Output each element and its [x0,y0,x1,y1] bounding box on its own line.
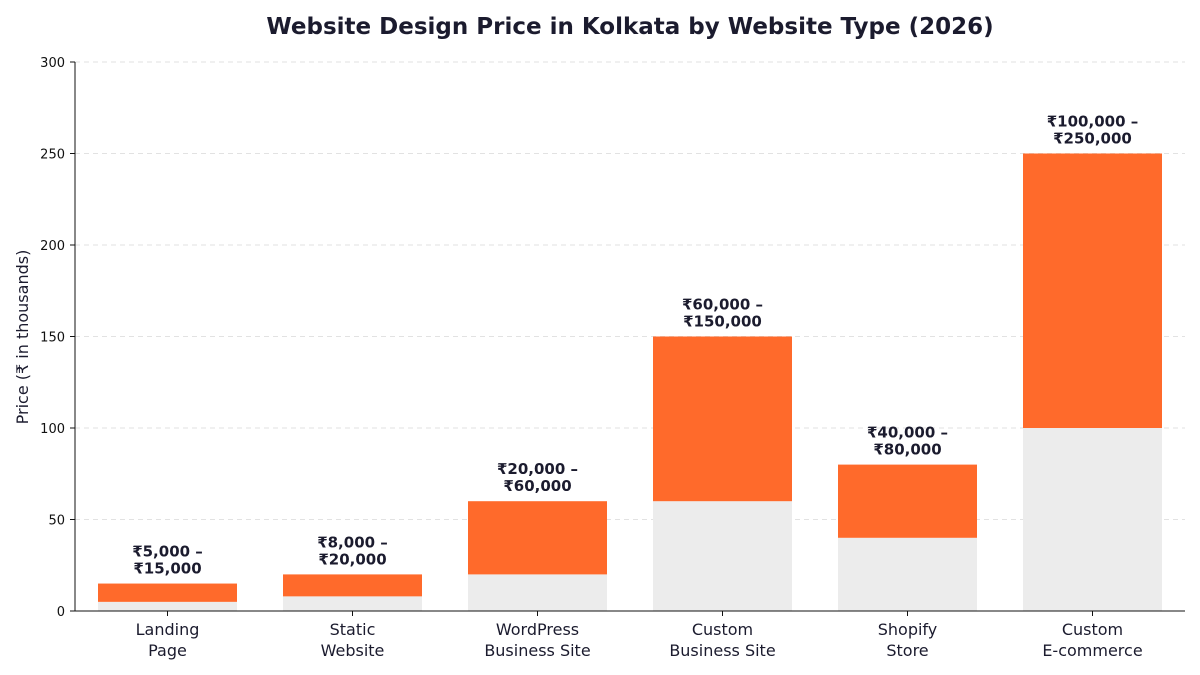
data-label: ₹60,000 – ₹150,000 [682,296,763,331]
bar-range-segment [1023,153,1162,428]
data-label-line: ₹5,000 – [132,543,203,561]
y-tick-label: 50 [48,514,65,529]
bar-base-segment [468,574,607,611]
x-tick-label: Static Website [321,620,385,660]
data-label-line: ₹60,000 [503,477,571,495]
gridlines [75,61,1185,520]
data-labels: ₹5,000 – ₹15,000₹8,000 – ₹20,000₹20,000 – ₹… [132,113,1138,578]
bar-base-segment [1023,428,1162,611]
data-label: ₹100,000 – ₹250,000 [1047,113,1138,148]
x-tick-label-line: Website [321,641,385,660]
bar-base-segment [838,537,977,611]
y-tick-label: 100 [40,422,65,437]
x-tick-label: WordPress Business Site [484,620,590,660]
y-tick-label: 250 [40,148,65,163]
data-label-line: ₹100,000 – [1047,113,1138,131]
x-tick-label-line: Page [148,641,187,660]
data-label-line: ₹15,000 [133,560,201,578]
bar-base-segment [98,601,237,611]
data-label-line: ₹40,000 – [867,424,948,442]
x-tick-label-line: Business Site [669,641,775,660]
data-label-line: ₹80,000 [873,441,941,459]
data-label-line: ₹8,000 – [317,533,388,551]
bar-range-segment [838,464,977,538]
x-tick-label-line: E-commerce [1042,641,1142,660]
x-tick-label-line: Custom [692,620,753,639]
y-tick-label: 300 [40,56,65,71]
x-tick-label: Custom E-commerce [1042,620,1142,660]
x-tick-label: Shopify Store [878,620,938,660]
bar-base-segment [283,596,422,611]
data-label: ₹20,000 – ₹60,000 [497,460,578,495]
x-tick-label: Landing Page [136,620,200,660]
x-tick-label: Custom Business Site [669,620,775,660]
bar-base-segment [653,501,792,611]
data-label-line: ₹60,000 – [682,296,763,314]
x-tick-label-line: Business Site [484,641,590,660]
chart-title: Website Design Price in Kolkata by Websi… [266,14,993,40]
x-tick-label-line: Static [330,620,376,639]
data-label-line: ₹20,000 – [497,460,578,478]
y-axis-label: Price (₹ in thousands) [13,250,32,425]
y-tick-label: 150 [40,331,65,346]
data-label: ₹8,000 – ₹20,000 [317,533,388,568]
data-label: ₹40,000 – ₹80,000 [867,424,948,459]
axes: 0 50 100 150 200 250 300 Landing Page Static Websi… [40,56,1185,660]
x-tick-label-line: Store [886,641,928,660]
data-label-line: ₹20,000 [318,550,386,568]
bar-range-segment [653,336,792,502]
x-tick-label-line: Landing [136,620,200,639]
y-tick-label: 200 [40,239,65,254]
bar-range-segment [98,583,237,602]
data-label-line: ₹150,000 [683,313,762,331]
bar-range-segment [283,574,422,597]
data-label: ₹5,000 – ₹15,000 [132,543,203,578]
data-label-line: ₹250,000 [1053,130,1132,148]
x-tick-label-line: WordPress [496,620,579,639]
bar-range-segment [468,501,607,575]
y-tick-label: 0 [57,605,65,620]
bars [98,153,1162,611]
x-tick-label-line: Custom [1062,620,1123,639]
x-tick-label-line: Shopify [878,620,938,639]
